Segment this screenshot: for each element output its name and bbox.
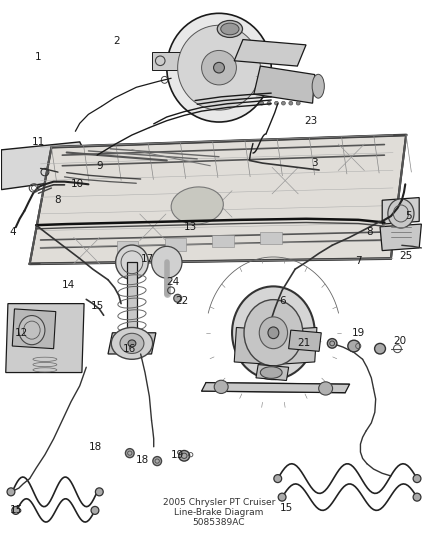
Ellipse shape [214,62,224,73]
Text: 13: 13 [184,222,198,232]
Bar [117,241,138,254]
Ellipse shape [91,506,99,514]
Text: 2005 Chrysler PT Cruiser
Line-Brake Diagram
5085389AC: 2005 Chrysler PT Cruiser Line-Brake Diag… [163,498,275,527]
Ellipse shape [267,101,271,105]
Ellipse shape [319,382,332,395]
Ellipse shape [171,187,223,224]
Ellipse shape [275,101,279,105]
Ellipse shape [413,493,421,501]
Ellipse shape [128,340,136,347]
Polygon shape [380,224,421,251]
Ellipse shape [19,316,45,345]
Ellipse shape [174,294,182,302]
Polygon shape [234,327,276,365]
Ellipse shape [374,343,385,354]
Ellipse shape [201,51,237,85]
Polygon shape [30,135,406,264]
Polygon shape [256,365,289,381]
Ellipse shape [214,380,228,393]
Ellipse shape [260,367,282,378]
Text: 12: 12 [14,328,28,338]
Ellipse shape [125,449,134,458]
Ellipse shape [327,338,337,348]
Text: 23: 23 [304,116,317,126]
Ellipse shape [282,101,286,105]
Ellipse shape [312,74,324,98]
Text: 19: 19 [352,328,365,338]
Polygon shape [201,383,350,393]
Text: 8: 8 [55,195,61,205]
Ellipse shape [348,340,360,352]
Bar [212,235,234,247]
Text: 4: 4 [9,227,16,237]
Polygon shape [6,304,84,373]
Text: 15: 15 [280,503,293,513]
Text: 11: 11 [32,137,45,147]
Polygon shape [254,66,315,103]
Text: 15: 15 [10,505,23,515]
Ellipse shape [260,101,264,105]
Ellipse shape [274,474,282,482]
Ellipse shape [167,13,271,122]
Ellipse shape [178,25,260,110]
Text: 18: 18 [88,442,102,452]
Ellipse shape [12,506,20,514]
Polygon shape [108,333,156,354]
Text: 22: 22 [175,296,189,306]
Text: 18: 18 [136,455,149,465]
Text: 14: 14 [62,280,75,290]
Ellipse shape [244,300,303,366]
Text: 2: 2 [113,36,120,46]
Text: 15: 15 [91,301,104,311]
Ellipse shape [95,488,103,496]
Text: 17: 17 [141,254,154,263]
Ellipse shape [268,327,279,338]
Text: 9: 9 [96,161,102,171]
Ellipse shape [278,493,286,501]
Ellipse shape [7,488,15,496]
Text: 19: 19 [171,450,184,460]
Polygon shape [12,309,56,349]
Ellipse shape [296,101,300,105]
Polygon shape [127,262,137,343]
Text: 20: 20 [393,336,406,346]
Ellipse shape [111,327,152,359]
Text: 8: 8 [366,227,372,237]
Ellipse shape [116,245,148,279]
Polygon shape [1,142,97,190]
Ellipse shape [152,246,182,278]
Ellipse shape [179,450,190,461]
Text: 21: 21 [297,338,311,349]
Polygon shape [289,330,321,351]
Ellipse shape [388,199,414,228]
Ellipse shape [413,474,421,482]
Text: 3: 3 [311,158,318,168]
Text: 6: 6 [279,296,286,306]
Text: 25: 25 [399,251,413,261]
Ellipse shape [221,23,239,35]
Text: 24: 24 [167,277,180,287]
Text: 5: 5 [405,211,412,221]
Ellipse shape [232,286,315,379]
Text: 10: 10 [71,179,84,189]
Ellipse shape [259,317,288,349]
Bar [165,238,186,251]
Polygon shape [382,198,419,224]
Ellipse shape [120,333,144,353]
Polygon shape [234,39,306,66]
Polygon shape [273,327,317,365]
Ellipse shape [153,457,162,466]
Text: 16: 16 [123,344,136,354]
Bar [260,231,282,244]
Text: 7: 7 [355,256,362,266]
Ellipse shape [217,20,243,37]
Ellipse shape [289,101,293,105]
Text: 1: 1 [35,52,42,62]
Polygon shape [152,52,180,70]
